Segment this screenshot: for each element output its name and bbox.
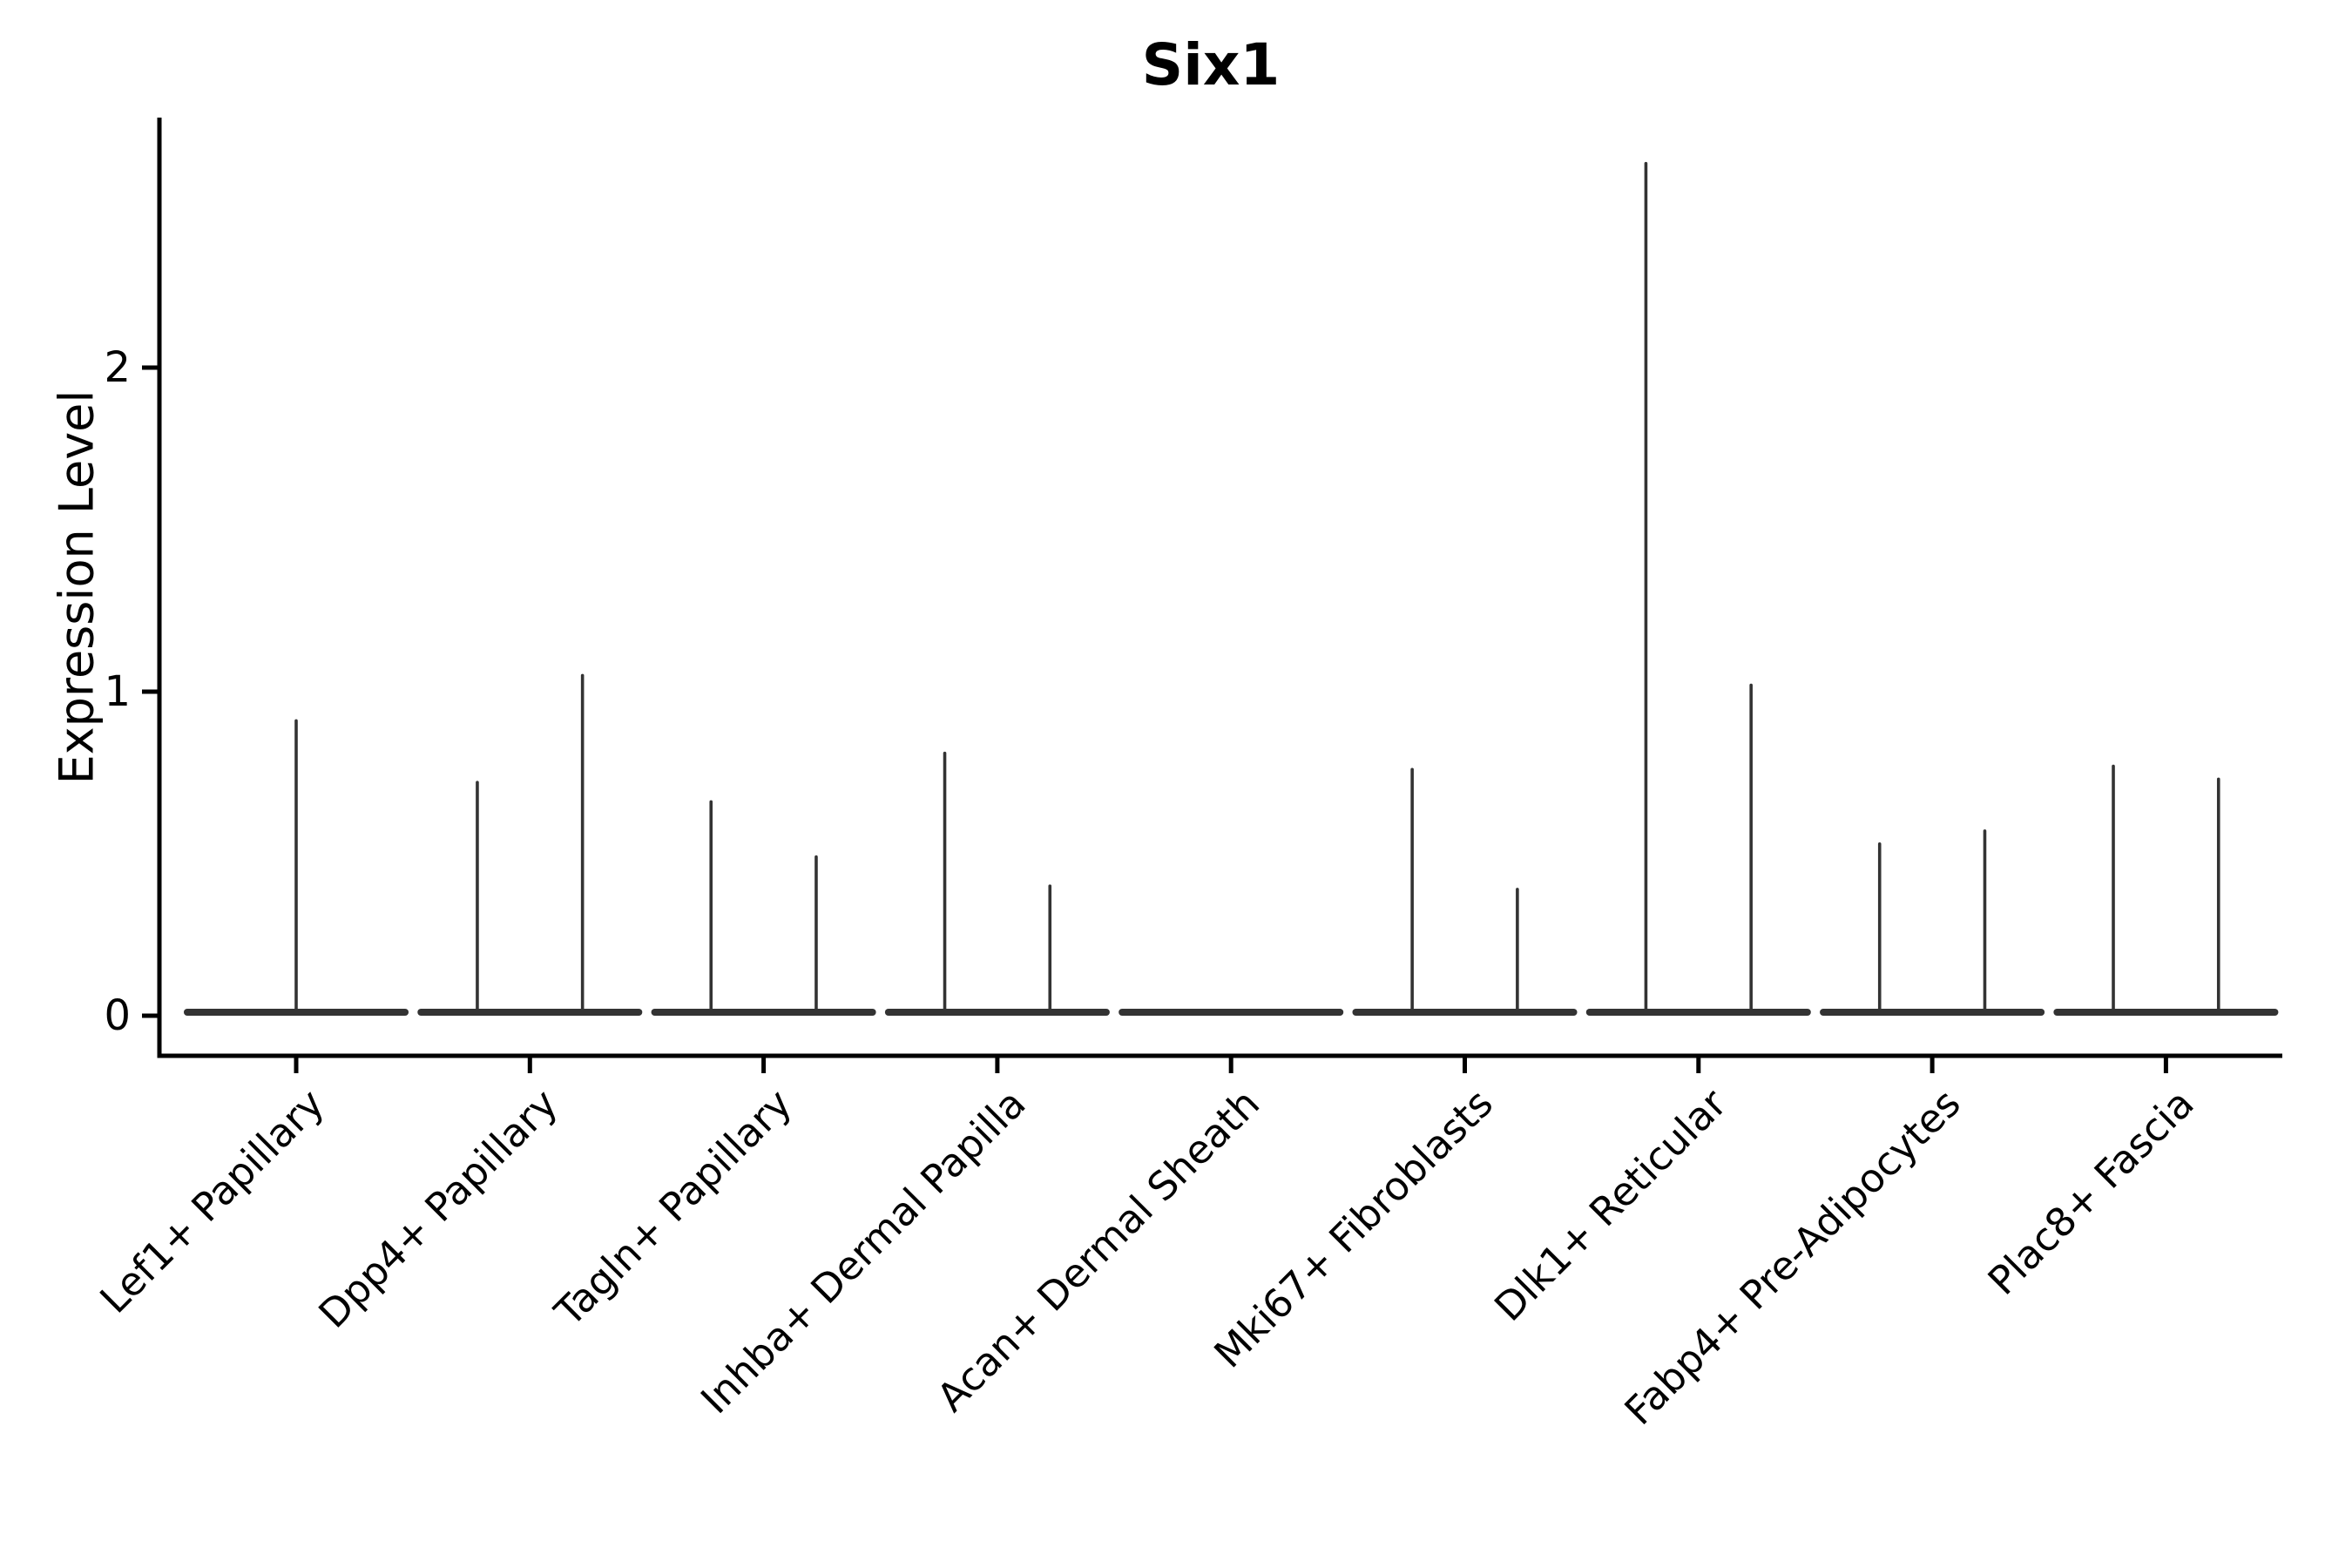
axis-spines bbox=[157, 118, 2282, 1058]
y-tick-label: 1 bbox=[104, 667, 131, 716]
y-tick-label: 2 bbox=[104, 343, 131, 392]
chart-title: Six1 bbox=[1141, 31, 1281, 98]
y-tick-label: 0 bbox=[104, 991, 131, 1040]
